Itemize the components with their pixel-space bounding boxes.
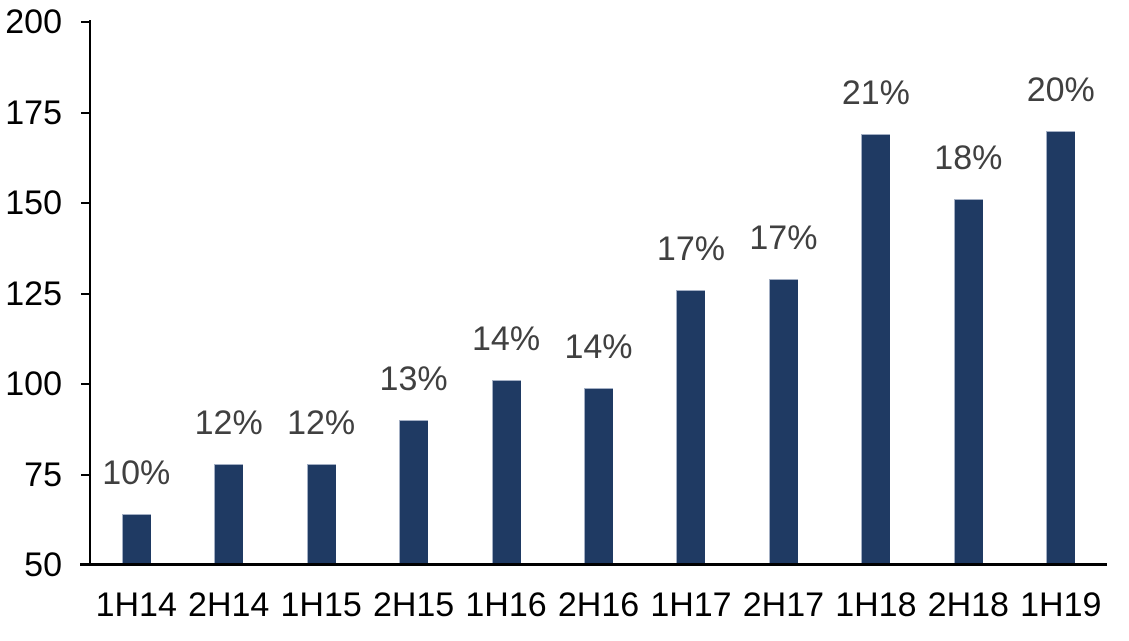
bar-1h18 — [861, 134, 891, 565]
y-tick-label: 200 — [5, 3, 62, 41]
bar-value-label-2h16: 14% — [564, 327, 633, 366]
x-category-label-1h19: 1H19 — [1020, 586, 1102, 624]
x-category-label-2h14: 2H14 — [188, 586, 270, 624]
bar-2h17 — [768, 279, 798, 565]
y-tick-mark — [81, 473, 90, 476]
bar-value-label-2h14: 12% — [194, 403, 263, 442]
y-tick-label: 100 — [5, 365, 62, 403]
bar-value-label-1h17: 17% — [656, 229, 725, 268]
bar-value-label-1h18: 21% — [841, 74, 910, 113]
x-category-label-2h18: 2H18 — [927, 586, 1009, 624]
x-axis-line — [80, 563, 1107, 566]
bar-1h14 — [121, 514, 151, 565]
x-category-label-1h14: 1H14 — [95, 586, 177, 624]
bar-value-label-1h16: 14% — [472, 320, 541, 359]
bar-value-label-2h17: 17% — [749, 219, 818, 258]
x-category-label-1h15: 1H15 — [280, 586, 362, 624]
bar-value-label-1h14: 10% — [102, 454, 171, 493]
bar-value-label-2h15: 13% — [379, 360, 448, 399]
y-tick-mark — [81, 111, 90, 114]
x-category-label-2h16: 2H16 — [557, 586, 640, 624]
y-tick-mark — [81, 292, 90, 295]
x-category-label-2h17: 2H17 — [742, 586, 825, 624]
x-category-label-1h17: 1H17 — [650, 586, 732, 624]
y-tick-mark — [81, 21, 90, 23]
bar-1h17 — [676, 289, 706, 565]
x-category-label-2h15: 2H15 — [372, 586, 455, 624]
y-tick-label: 175 — [5, 93, 62, 132]
x-category-label-1h18: 1H18 — [835, 586, 917, 624]
bar-1h16 — [491, 380, 521, 565]
bar-2h14 — [214, 463, 244, 565]
bar-value-label-2h18: 18% — [934, 139, 1003, 178]
y-tick-label: 75 — [24, 455, 62, 494]
bar-value-label-1h19: 20% — [1026, 70, 1095, 109]
y-axis-line — [89, 20, 91, 566]
bar-2h16 — [584, 387, 613, 565]
bar-1h15 — [306, 463, 336, 565]
y-tick-label: 125 — [5, 274, 62, 313]
x-category-label-1h16: 1H16 — [465, 586, 547, 624]
bar-2h15 — [399, 420, 429, 565]
y-tick-mark — [81, 383, 90, 385]
bar-value-label-1h15: 12% — [287, 403, 356, 442]
bar-1h19 — [1046, 130, 1076, 565]
bar-2h18 — [953, 199, 983, 565]
y-tick-mark — [81, 202, 90, 204]
y-tick-label: 150 — [5, 184, 62, 222]
y-tick-label: 50 — [24, 546, 62, 584]
